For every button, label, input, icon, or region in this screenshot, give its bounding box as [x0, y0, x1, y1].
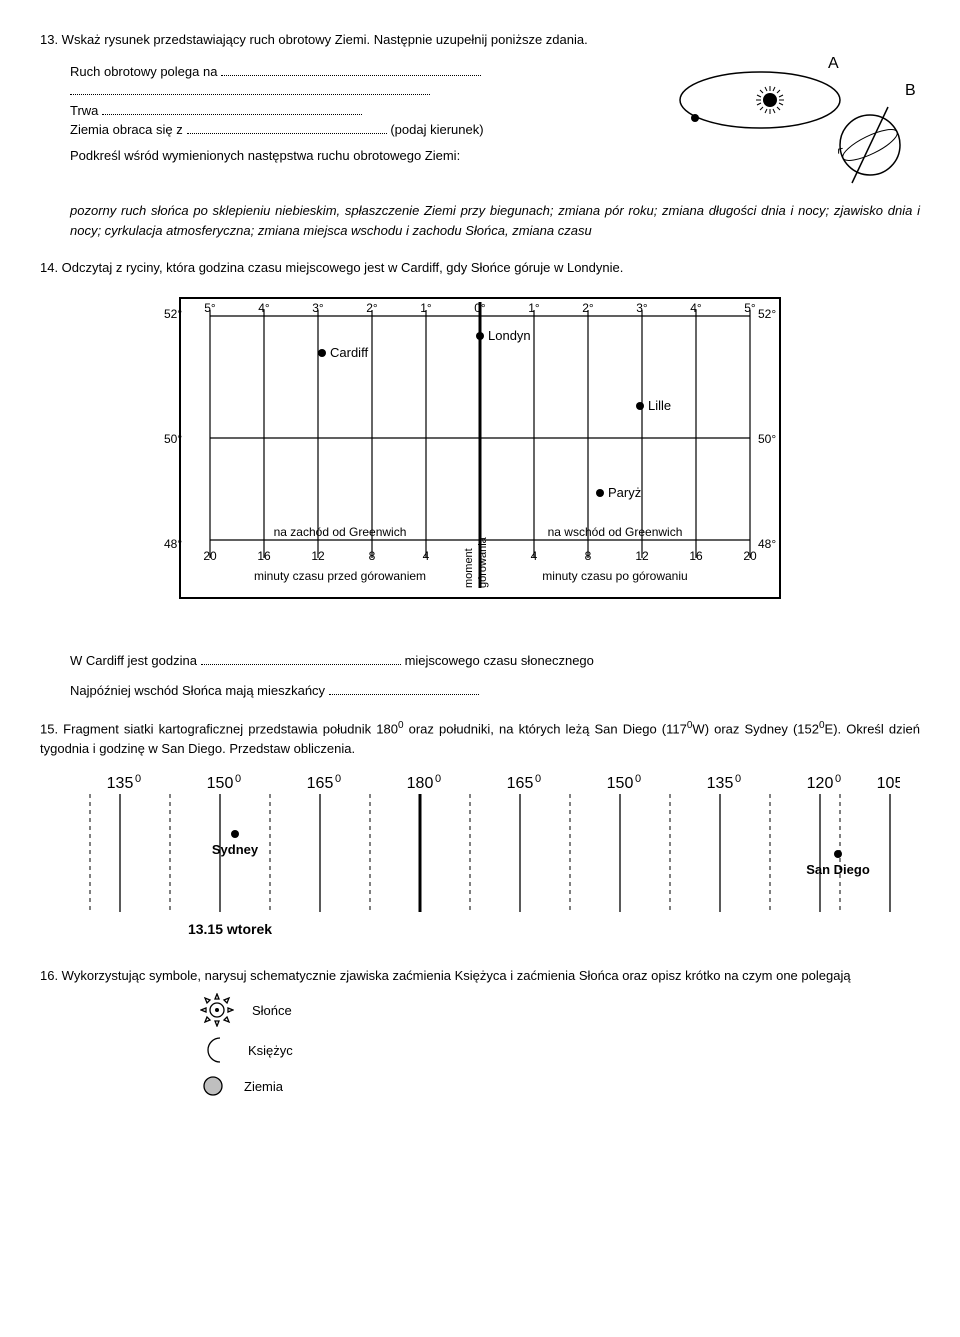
svg-text:12: 12	[311, 549, 325, 563]
blank[interactable]	[325, 683, 479, 698]
svg-text:1°: 1°	[420, 301, 432, 315]
svg-text:165: 165	[307, 775, 334, 792]
svg-text:0: 0	[435, 773, 441, 785]
svg-text:20: 20	[743, 549, 757, 563]
svg-text:12: 12	[635, 549, 649, 563]
svg-text:120: 120	[807, 775, 834, 792]
label-sun: Słońce	[252, 1001, 292, 1021]
svg-text:13.15 wtorek: 13.15 wtorek	[188, 921, 272, 937]
q14-prompt: 14. Odczytaj z ryciny, która godzina cza…	[40, 258, 920, 278]
blank[interactable]	[183, 122, 387, 137]
svg-text:0: 0	[735, 773, 741, 785]
svg-text:16: 16	[689, 549, 703, 563]
label-b: B	[905, 82, 916, 99]
svg-text:16: 16	[257, 549, 271, 563]
question-13: 13. Wskaż rysunek przedstawiający ruch o…	[40, 30, 920, 240]
q13-line3: Trwa	[70, 103, 98, 118]
svg-text:150: 150	[207, 775, 234, 792]
q15-grid: 1350 1500 1650 1800 1650 1500 1350 1200 …	[80, 772, 920, 948]
svg-text:na wschód od Greenwich: na wschód od Greenwich	[548, 525, 683, 539]
svg-text:135: 135	[707, 775, 734, 792]
svg-text:1°: 1°	[528, 301, 540, 315]
svg-text:5°: 5°	[204, 301, 216, 315]
symbol-earth: Ziemia	[200, 1073, 920, 1099]
svg-text:150: 150	[607, 775, 634, 792]
q14-ans1b: miejscowego czasu słonecznego	[405, 653, 594, 668]
svg-text:0: 0	[835, 773, 841, 785]
svg-text:3°: 3°	[636, 301, 648, 315]
svg-text:8: 8	[369, 549, 376, 563]
svg-text:8: 8	[585, 549, 592, 563]
svg-text:4: 4	[531, 549, 538, 563]
q14-ans2: Najpóźniej wschód Słońca mają mieszkańcy	[70, 683, 325, 698]
svg-text:górowania: górowania	[477, 536, 489, 588]
q15-c: W) oraz Sydney (152	[692, 721, 819, 736]
svg-text:Sydney: Sydney	[212, 842, 259, 857]
svg-text:52°: 52°	[758, 307, 776, 321]
blank[interactable]	[217, 64, 481, 79]
q13-line1: Ruch obrotowy polega na	[70, 64, 217, 79]
label-moon: Księżyc	[248, 1041, 293, 1061]
question-14: 14. Odczytaj z ryciny, która godzina cza…	[40, 258, 920, 700]
svg-text:50°: 50°	[164, 432, 182, 446]
svg-text:minuty czasu po górowaniu: minuty czasu po górowaniu	[542, 569, 687, 583]
svg-text:48°: 48°	[758, 537, 776, 551]
svg-text:50°: 50°	[758, 432, 776, 446]
svg-text:0: 0	[335, 773, 341, 785]
svg-text:0: 0	[635, 773, 641, 785]
city-cardiff: Cardiff	[330, 345, 368, 360]
svg-text:135: 135	[107, 775, 134, 792]
svg-text:4°: 4°	[258, 301, 270, 315]
blank[interactable]	[98, 103, 362, 118]
blank[interactable]	[197, 653, 401, 668]
svg-text:20: 20	[203, 549, 217, 563]
label-earth: Ziemia	[244, 1077, 283, 1097]
question-16: 16. Wykorzystując symbole, narysuj schem…	[40, 966, 920, 1100]
svg-text:3°: 3°	[312, 301, 324, 315]
q16-prompt: 16. Wykorzystując symbole, narysuj schem…	[40, 966, 920, 986]
q15-b: oraz południki, na których leżą San Dieg…	[404, 721, 687, 736]
svg-text:minuty czasu przed górowaniem: minuty czasu przed górowaniem	[254, 569, 426, 583]
svg-text:na zachód od Greenwich: na zachód od Greenwich	[274, 525, 407, 539]
svg-text:0: 0	[535, 773, 541, 785]
svg-text:San Diego: San Diego	[806, 862, 870, 877]
svg-text:165: 165	[507, 775, 534, 792]
q13-diagram: A	[660, 50, 920, 196]
svg-text:0: 0	[135, 773, 141, 785]
svg-text:48°: 48°	[164, 537, 182, 551]
symbol-moon: Księżyc	[200, 1035, 920, 1065]
svg-text:105: 105	[877, 775, 900, 792]
q13-italic: pozorny ruch słońca po sklepieniu niebie…	[70, 201, 920, 240]
label-a: A	[828, 55, 839, 72]
q15-a: 15. Fragment siatki kartograficznej prze…	[40, 721, 398, 736]
q14-chart: 52° 50° 48°	[160, 288, 920, 634]
svg-text:52°: 52°	[164, 307, 182, 321]
svg-text:0: 0	[235, 773, 241, 785]
q14-ans1a: W Cardiff jest godzina	[70, 653, 197, 668]
question-15: 15. Fragment siatki kartograficznej prze…	[40, 718, 920, 948]
svg-text:180: 180	[407, 775, 434, 792]
svg-text:moment: moment	[463, 548, 475, 588]
city-lille: Lille	[648, 398, 671, 413]
city-paryz: Paryż	[608, 485, 641, 500]
symbol-sun: Słońce	[200, 993, 920, 1027]
svg-text:4: 4	[423, 549, 430, 563]
city-londyn: Londyn	[488, 328, 531, 343]
svg-text:5°: 5°	[744, 301, 756, 315]
svg-text:2°: 2°	[582, 301, 594, 315]
svg-text:2°: 2°	[366, 301, 378, 315]
q13-prompt: 13. Wskaż rysunek przedstawiający ruch o…	[40, 30, 920, 50]
q13-line4b: (podaj kierunek)	[390, 122, 483, 137]
q13-line5: Podkreśl wśród wymienionych następstwa r…	[70, 146, 650, 166]
blank[interactable]	[70, 81, 650, 101]
svg-text:0°: 0°	[474, 301, 486, 315]
svg-text:4°: 4°	[690, 301, 702, 315]
q13-line4a: Ziemia obraca się z	[70, 122, 183, 137]
